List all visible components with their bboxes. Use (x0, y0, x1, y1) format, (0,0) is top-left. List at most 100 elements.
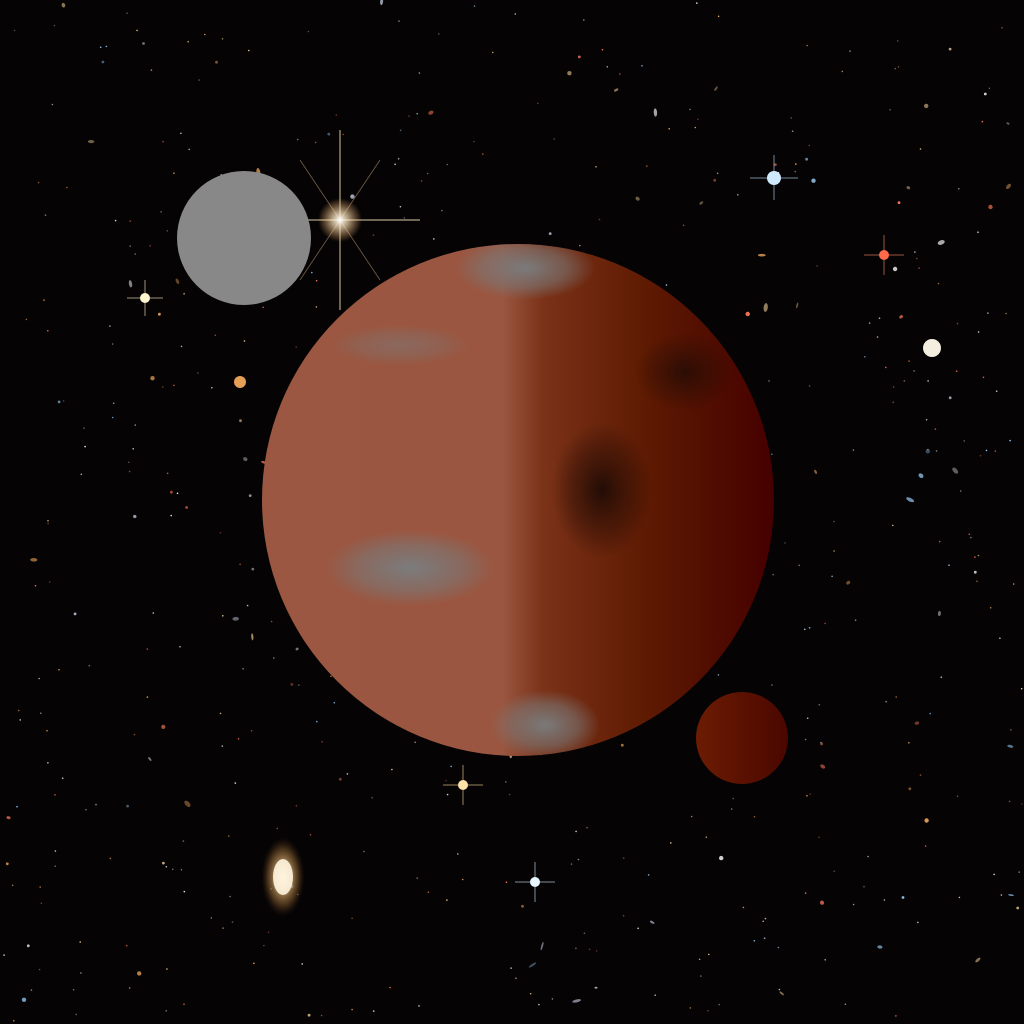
background-star (351, 1008, 353, 1011)
background-star (948, 396, 952, 400)
background-star (646, 165, 648, 167)
background-star (350, 194, 355, 199)
background-star (831, 575, 833, 578)
background-star (999, 637, 1001, 639)
background-star (717, 15, 720, 18)
background-star (959, 490, 962, 492)
background-star (162, 861, 165, 865)
background-star (399, 129, 402, 132)
background-star (577, 55, 581, 59)
background-star (37, 181, 40, 184)
background-star (1016, 906, 1020, 910)
star-left (127, 280, 163, 316)
background-star (742, 906, 745, 909)
background-star (808, 627, 811, 629)
background-galaxy (1007, 744, 1014, 748)
background-star (248, 494, 252, 497)
planet-gray-patch-left (325, 530, 495, 606)
background-star (394, 163, 396, 166)
background-star (732, 797, 734, 800)
planet-haze-left (330, 325, 470, 365)
background-star (307, 30, 310, 33)
background-star (804, 738, 807, 741)
background-galaxy (1006, 183, 1011, 189)
background-star (251, 567, 255, 571)
background-star (173, 384, 175, 387)
background-galaxy (649, 920, 655, 924)
background-star (170, 490, 173, 494)
background-star (290, 683, 294, 686)
background-star (689, 108, 691, 111)
background-star (101, 60, 105, 64)
background-star (150, 69, 153, 71)
background-star (927, 448, 929, 451)
background-star (982, 376, 985, 379)
background-star (335, 114, 338, 116)
background-star (438, 33, 440, 35)
background-star (243, 340, 246, 342)
background-star (668, 128, 670, 130)
background-star (521, 904, 524, 908)
background-star (694, 126, 697, 129)
background-star (222, 615, 224, 617)
background-galaxy (918, 473, 924, 479)
background-star (737, 194, 739, 196)
background-star (46, 729, 48, 732)
background-star (892, 401, 894, 404)
background-galaxy (819, 900, 825, 905)
galaxy-small-right (923, 339, 941, 357)
background-star (262, 306, 265, 309)
background-star (948, 564, 950, 566)
background-star (689, 1007, 692, 1009)
background-star (988, 204, 993, 210)
background-star (794, 170, 796, 173)
background-galaxy (594, 986, 598, 989)
background-star (622, 857, 625, 859)
background-star (903, 380, 906, 382)
background-galaxy (635, 196, 640, 201)
background-star (19, 719, 22, 721)
background-star (790, 117, 792, 119)
background-star (267, 931, 270, 934)
background-star (916, 257, 918, 260)
background-star (885, 366, 887, 369)
background-star (109, 325, 111, 327)
background-star (1021, 803, 1023, 805)
background-star (399, 205, 402, 208)
background-star (30, 989, 33, 991)
background-star (824, 959, 826, 961)
background-star (105, 45, 108, 48)
background-star (239, 563, 241, 566)
background-star (296, 138, 299, 141)
background-galaxy (906, 186, 911, 190)
background-star (491, 51, 494, 54)
background-star (433, 238, 435, 240)
background-star (806, 44, 808, 47)
background-star (38, 677, 40, 680)
background-star (88, 664, 91, 667)
background-star (84, 445, 86, 448)
background-star (963, 440, 965, 442)
background-star (180, 132, 182, 135)
background-star (654, 994, 656, 996)
background-star (1009, 439, 1011, 442)
background-star (301, 963, 304, 965)
background-star (204, 33, 206, 36)
background-star (351, 917, 353, 920)
background-star (897, 66, 900, 68)
background-star (3, 954, 5, 956)
background-galaxy (528, 962, 537, 968)
background-star (40, 712, 42, 714)
background-star (730, 808, 733, 810)
background-star (956, 795, 959, 798)
background-star (718, 1003, 720, 1006)
background-star (111, 416, 114, 419)
background-star (26, 944, 30, 948)
background-star (717, 674, 720, 676)
background-star (408, 115, 410, 117)
background-star (977, 554, 980, 557)
background-star (852, 903, 855, 906)
background-star (919, 148, 922, 150)
background-star (295, 346, 298, 348)
